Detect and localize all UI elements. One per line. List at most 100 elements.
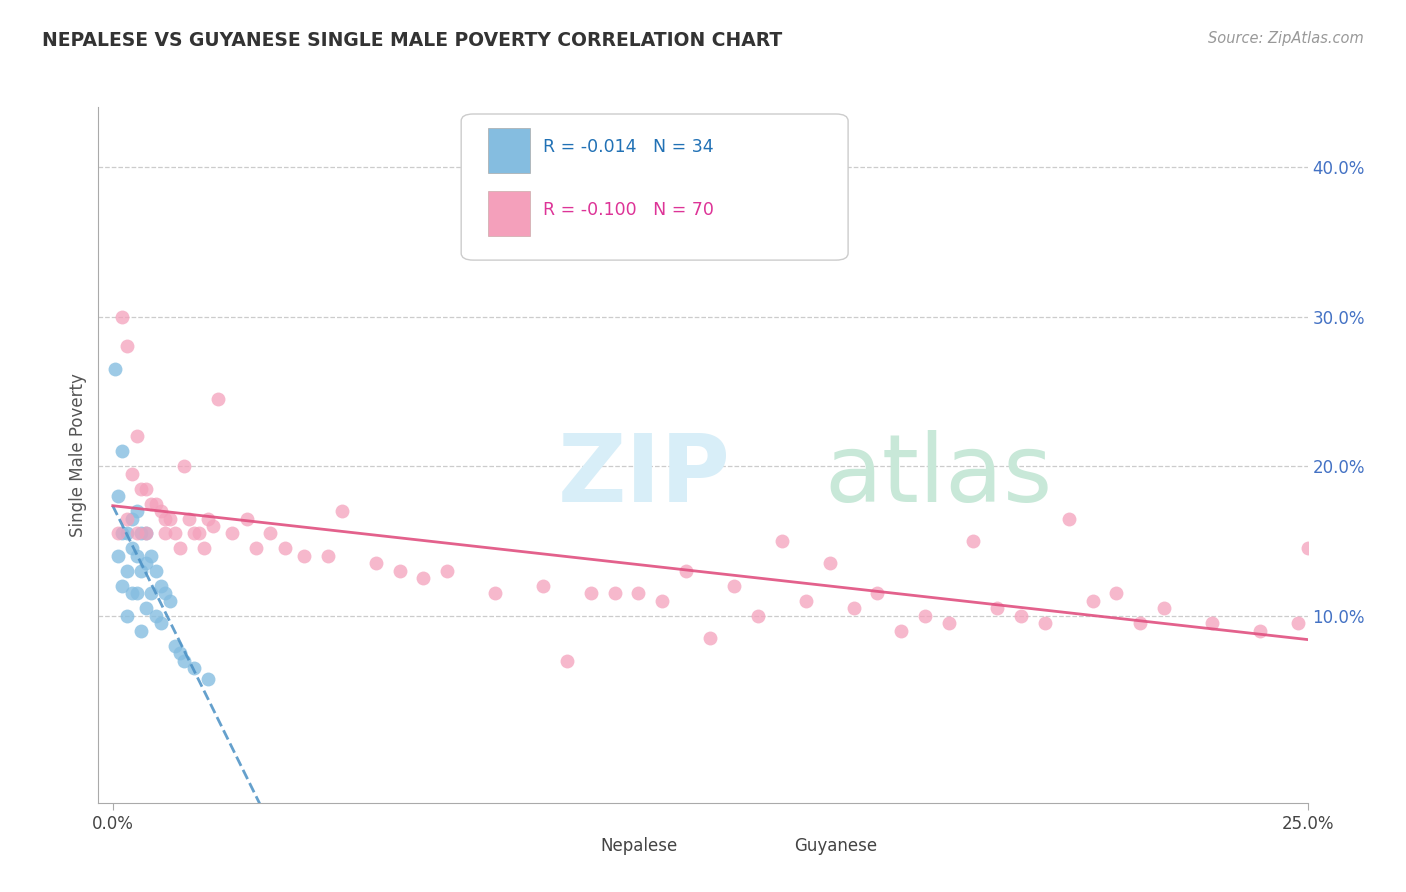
Point bbox=[197, 511, 219, 525]
Point bbox=[107, 526, 129, 541]
Point bbox=[1033, 616, 1056, 631]
Point bbox=[531, 579, 554, 593]
Point bbox=[125, 504, 148, 518]
Point bbox=[675, 564, 697, 578]
Point bbox=[125, 549, 148, 563]
Point bbox=[115, 339, 138, 353]
Point bbox=[221, 526, 243, 541]
Point bbox=[111, 526, 134, 541]
Point bbox=[651, 594, 673, 608]
Text: Nepalese: Nepalese bbox=[600, 837, 678, 855]
Point bbox=[155, 586, 177, 600]
Point bbox=[139, 586, 162, 600]
Text: ZIP: ZIP bbox=[558, 430, 731, 522]
Point bbox=[125, 429, 148, 443]
Point bbox=[1153, 601, 1175, 615]
Point bbox=[197, 672, 219, 686]
Point bbox=[173, 654, 195, 668]
Point bbox=[235, 511, 257, 525]
Point bbox=[330, 504, 353, 518]
Point bbox=[579, 586, 602, 600]
Point bbox=[914, 608, 936, 623]
Point bbox=[1081, 594, 1104, 608]
Point bbox=[145, 608, 167, 623]
Point bbox=[699, 631, 721, 645]
Point bbox=[938, 616, 960, 631]
Point bbox=[747, 608, 769, 623]
Point bbox=[627, 586, 650, 600]
Point bbox=[159, 594, 181, 608]
FancyBboxPatch shape bbox=[461, 114, 848, 260]
Point bbox=[131, 564, 153, 578]
Point bbox=[145, 497, 167, 511]
Point bbox=[135, 526, 157, 541]
Point bbox=[131, 482, 153, 496]
Point bbox=[1129, 616, 1152, 631]
Point bbox=[187, 526, 209, 541]
Point bbox=[842, 601, 865, 615]
Point bbox=[121, 541, 143, 556]
Point bbox=[125, 586, 148, 600]
Point bbox=[292, 549, 315, 563]
Point bbox=[145, 564, 167, 578]
Point bbox=[316, 549, 339, 563]
Point bbox=[555, 654, 578, 668]
Point bbox=[1286, 616, 1309, 631]
Point bbox=[245, 541, 267, 556]
Point bbox=[183, 526, 205, 541]
Text: R = -0.100   N = 70: R = -0.100 N = 70 bbox=[543, 201, 714, 219]
Point bbox=[274, 541, 297, 556]
Point bbox=[121, 467, 143, 481]
Point bbox=[131, 526, 153, 541]
Point bbox=[135, 526, 157, 541]
Point bbox=[135, 601, 157, 615]
Point bbox=[139, 497, 162, 511]
Text: atlas: atlas bbox=[824, 430, 1052, 522]
Point bbox=[179, 511, 201, 525]
Point bbox=[866, 586, 889, 600]
Point bbox=[183, 661, 205, 675]
Point bbox=[1057, 511, 1080, 525]
Point bbox=[1105, 586, 1128, 600]
Point bbox=[412, 571, 434, 585]
Point bbox=[131, 624, 153, 638]
Point bbox=[155, 526, 177, 541]
Point bbox=[111, 444, 134, 458]
Point bbox=[436, 564, 458, 578]
Y-axis label: Single Male Poverty: Single Male Poverty bbox=[69, 373, 87, 537]
Point bbox=[121, 511, 143, 525]
Point bbox=[770, 533, 793, 548]
Text: Source: ZipAtlas.com: Source: ZipAtlas.com bbox=[1208, 31, 1364, 46]
Point bbox=[1010, 608, 1032, 623]
Point bbox=[149, 616, 172, 631]
Point bbox=[111, 310, 134, 324]
Point bbox=[794, 594, 817, 608]
Point bbox=[115, 526, 138, 541]
Point bbox=[115, 564, 138, 578]
Point bbox=[135, 482, 157, 496]
Point bbox=[155, 511, 177, 525]
Point bbox=[890, 624, 912, 638]
Point bbox=[173, 459, 195, 474]
Point bbox=[107, 549, 129, 563]
Point bbox=[962, 533, 984, 548]
Point bbox=[202, 519, 225, 533]
Point bbox=[818, 557, 841, 571]
Text: NEPALESE VS GUYANESE SINGLE MALE POVERTY CORRELATION CHART: NEPALESE VS GUYANESE SINGLE MALE POVERTY… bbox=[42, 31, 782, 50]
Point bbox=[163, 526, 186, 541]
Bar bbox=[751, 830, 787, 862]
Point bbox=[139, 549, 162, 563]
Point bbox=[159, 511, 181, 525]
Point bbox=[111, 579, 134, 593]
Point bbox=[388, 564, 411, 578]
Point bbox=[149, 504, 172, 518]
Text: Guyanese: Guyanese bbox=[793, 837, 877, 855]
Point bbox=[115, 511, 138, 525]
Point bbox=[135, 557, 157, 571]
Point bbox=[603, 586, 626, 600]
Point bbox=[259, 526, 281, 541]
Bar bbox=[558, 830, 595, 862]
Point bbox=[107, 489, 129, 503]
Point bbox=[163, 639, 186, 653]
Point bbox=[149, 579, 172, 593]
